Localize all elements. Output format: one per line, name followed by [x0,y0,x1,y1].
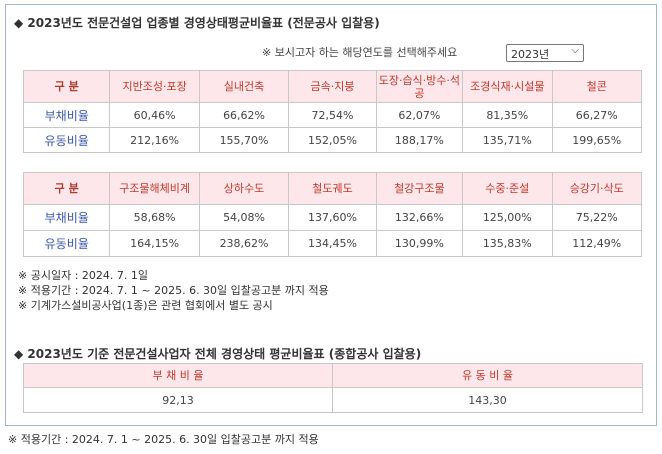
row-label: 유동비율 [22,127,111,153]
cell: 135,83% [462,230,553,257]
cell: 72,54% [288,102,377,128]
table1-col: 지반조성·포장 [109,70,200,103]
note: ※ 적용기간 : 2024. 7. 1 ~ 2025. 6. 30일 입찰공고분… [18,284,329,297]
year-select-value: 2023년 [511,48,550,61]
cell: 134,45% [288,230,377,257]
row-label: 부채비율 [22,204,111,231]
cell: 130,99% [375,230,464,257]
cell: 62,07% [375,102,464,128]
cell: 54,08% [198,204,290,231]
note: ※ 공시일자 : 2024. 7. 1일 [18,269,148,282]
table-row: 유동비율 212,16% 155,70% 152,05% 188,17% 135… [22,127,642,153]
section1-title: ◆ 2023년도 전문건설업 업종별 경영상태평균비율표 (전문공사 입찰용) [14,16,380,30]
table1-header-label: 구 분 [22,70,111,103]
cell: 75,22% [551,204,642,231]
footer-note: ※ 적용기간 : 2024. 7. 1 ~ 2025. 6. 30일 입찰공고분… [8,433,319,446]
table1-col: 조경식재·시설물 [462,70,553,103]
ratio-table-1: 구 분 지반조성·포장 실내건축 금속·지붕 도장·습식·방수·석공 조경식재·… [22,70,642,153]
ratio-table-2: 구 분 구조물해체비계 상하수도 철도궤도 철강구조물 수중·준설 승강기·삭도… [22,172,642,257]
cell: 81,35% [462,102,553,128]
cell: 135,71% [462,127,553,153]
table1-col: 철콘 [551,70,642,103]
note: ※ 기계가스설비공사업(1종)은 관련 협회에서 별도 공시 [18,299,273,312]
cell: 238,62% [198,230,290,257]
notes-list: ※ 공시일자 : 2024. 7. 1일 ※ 적용기간 : 2024. 7. 1… [18,268,329,313]
cell: 92,13 [23,387,333,413]
table-row: 부채비율 60,46% 66,62% 72,54% 62,07% 81,35% … [22,102,642,128]
cell: 66,27% [551,102,642,128]
section2-title: ◆ 2023년도 기준 전문건설사업자 전체 경영상태 평균비율표 (종합공사 … [14,347,422,361]
overall-ratio-table: 부 채 비 율 유 동 비 율 92,13 143,30 [23,363,643,413]
cell: 143,30 [332,387,643,413]
cell: 212,16% [109,127,200,153]
chevron-down-icon: ⌵ [571,45,579,56]
cell: 188,17% [375,127,464,153]
cell: 164,15% [109,230,200,257]
table1-col: 도장·습식·방수·석공 [375,70,464,103]
table2-col: 승강기·삭도 [551,172,642,205]
row-label: 부채비율 [22,102,111,128]
table-row: 92,13 143,30 [23,387,643,413]
row-label: 유동비율 [22,230,111,257]
cell: 152,05% [288,127,377,153]
table2-col: 구조물해체비계 [109,172,200,205]
table-row: 유동비율 164,15% 238,62% 134,45% 130,99% 135… [22,230,642,257]
year-select[interactable]: 2023년 ⌵ [506,44,584,62]
overall-col: 부 채 비 율 [23,363,333,388]
cell: 132,66% [375,204,464,231]
cell: 137,60% [288,204,377,231]
cell: 58,68% [109,204,200,231]
table2-header-label: 구 분 [22,172,111,205]
table1-col: 금속·지붕 [288,70,377,103]
cell: 112,49% [551,230,642,257]
cell: 155,70% [198,127,290,153]
table2-col: 수중·준설 [462,172,553,205]
table2-col: 철강구조물 [375,172,464,205]
overall-col: 유 동 비 율 [332,363,643,388]
table-row: 부채비율 58,68% 54,08% 137,60% 132,66% 125,0… [22,204,642,231]
year-select-prompt: ※ 보시고자 하는 해당연도를 선택해주세요 [262,46,458,59]
table2-col: 철도궤도 [288,172,377,205]
cell: 60,46% [109,102,200,128]
cell: 66,62% [198,102,290,128]
content-panel [5,4,657,426]
cell: 199,65% [551,127,642,153]
table2-col: 상하수도 [198,172,290,205]
cell: 125,00% [462,204,553,231]
table1-col: 실내건축 [198,70,290,103]
